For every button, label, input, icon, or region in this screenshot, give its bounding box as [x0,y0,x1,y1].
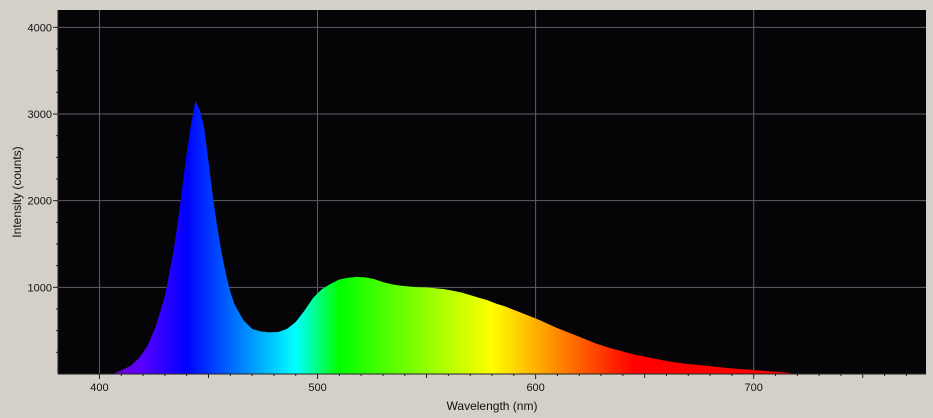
x-tick-label: 600 [526,382,544,394]
axes [53,10,926,379]
grid-lines [58,10,926,374]
x-tick-label: 500 [308,382,326,394]
y-tick-label: 3000 [28,109,52,121]
x-axis-title: Wavelength (nm) [447,399,538,413]
y-tick-label: 4000 [28,22,52,34]
y-tick-label: 1000 [28,282,52,294]
tick-labels: 400 500 600 700 1000 2000 3000 4000 [28,22,763,394]
x-tick-label: 400 [90,382,108,394]
y-axis-title: Intensity (counts) [10,146,24,237]
spectrum-area [112,101,793,374]
x-tick-label: 700 [745,382,763,394]
y-tick-label: 2000 [28,196,52,208]
